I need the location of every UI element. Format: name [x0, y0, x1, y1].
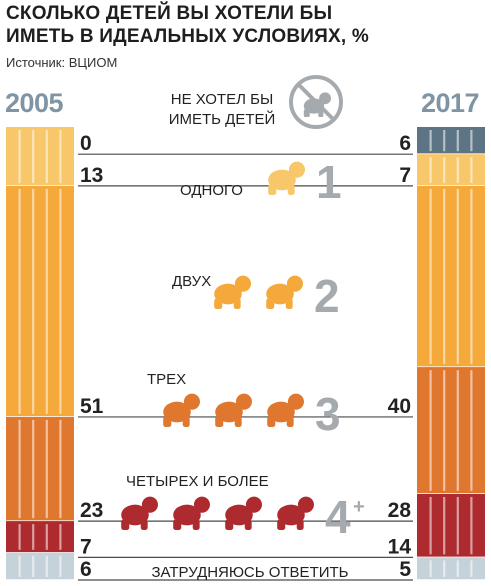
- baby-leg: [225, 519, 234, 530]
- baby-head: [245, 496, 262, 513]
- baby-leg: [266, 298, 275, 309]
- category-figure-suffix: +: [353, 496, 365, 518]
- chart-title: СКОЛЬКО ДЕТЕЙ ВЫ ХОТЕЛИ БЫ ИМЕТЬ В ИДЕАЛ…: [6, 2, 369, 48]
- baby-head: [183, 393, 200, 410]
- value-2017-label: 7: [399, 164, 411, 187]
- year-label-2017: 2017: [421, 88, 480, 118]
- value-2017-label: 5: [399, 558, 411, 581]
- baby-leg: [121, 519, 130, 530]
- baby-arm: [233, 298, 241, 309]
- baby-arm: [182, 416, 190, 427]
- baby-arm: [285, 298, 293, 309]
- crawling-baby-icon: [121, 496, 158, 530]
- bar-2017-segment: [417, 185, 485, 368]
- baby-leg: [214, 298, 223, 309]
- title-line-1: СКОЛЬКО ДЕТЕЙ ВЫ ХОТЕЛИ БЫ: [6, 3, 333, 24]
- crawling-baby-icon: [163, 393, 200, 427]
- bar-2005-segment: [6, 185, 74, 417]
- bar-2017-segment: [417, 127, 485, 155]
- title-line-2: ИМЕТЬ В ИДЕАЛЬНЫХ УСЛОВИЯХ, %: [6, 26, 369, 47]
- bar-2005-segment: [6, 416, 74, 522]
- category-label: ТРЕХ: [147, 371, 186, 388]
- baby-arm: [140, 519, 148, 530]
- baby-head: [141, 496, 158, 513]
- baby-head: [234, 275, 251, 292]
- baby-head: [286, 275, 304, 292]
- value-2005-label: 7: [80, 535, 92, 558]
- bar-2017-segment: [417, 154, 485, 186]
- baby-leg: [277, 519, 286, 530]
- baby-leg: [303, 109, 310, 118]
- bar-2005-segment: [6, 521, 74, 553]
- category-figure: 4: [325, 491, 351, 543]
- baby-leg: [215, 416, 224, 427]
- value-2005-label: 51: [80, 395, 104, 418]
- value-2005-label: 23: [80, 499, 103, 522]
- no-sign-ring: [289, 75, 343, 129]
- baby-arm: [296, 519, 304, 530]
- crawling-baby-icon: [277, 496, 315, 530]
- baby-arm: [234, 416, 242, 427]
- crawling-baby-icon: [214, 275, 251, 309]
- baby-leg: [268, 184, 277, 195]
- bar-2017-segment: [417, 493, 485, 558]
- crawling-baby-icon: [215, 393, 252, 427]
- value-2017-label: 28: [388, 499, 412, 522]
- value-2005-label: 13: [80, 164, 103, 187]
- baby-arm: [287, 184, 295, 195]
- baby-head: [288, 161, 306, 178]
- category-label: ОДНОГО: [180, 182, 243, 199]
- value-2017-label: 14: [388, 535, 412, 558]
- source-note: Источник: ВЦИОМ: [6, 55, 118, 70]
- crawling-baby-icon: [268, 161, 306, 195]
- bar-2017-segment: [417, 557, 485, 580]
- category-label: ЗАТРУДНЯЮСЬ ОТВЕТИТЬ: [151, 564, 348, 581]
- value-2005-label: 0: [80, 132, 92, 155]
- category-label: ДВУХ: [172, 273, 211, 290]
- baby-head: [193, 496, 210, 513]
- baby-head: [287, 393, 305, 410]
- baby-arm: [192, 519, 200, 530]
- value-2017-label: 6: [399, 132, 411, 155]
- category-figure: 3: [315, 388, 341, 440]
- category-label: ЧЕТЫРЕХ И БОЛЕЕ: [126, 473, 269, 490]
- crawling-baby-icon: [267, 393, 305, 427]
- bar-2005-segment: [6, 127, 74, 186]
- category-figure: 1: [316, 156, 342, 208]
- bar-2017-segment: [417, 367, 485, 494]
- baby-head: [319, 92, 331, 105]
- baby-leg: [163, 416, 172, 427]
- category-figure: 2: [314, 270, 340, 322]
- year-label-2005: 2005: [5, 88, 64, 118]
- value-2017-label: 40: [388, 395, 411, 418]
- baby-arm: [318, 109, 324, 118]
- crawling-baby-icon: [225, 496, 262, 530]
- category-label: НЕ ХОТЕЛ БЫ: [171, 91, 273, 108]
- baby-head: [297, 496, 315, 513]
- baby-leg: [267, 416, 276, 427]
- category-label: ИМЕТЬ ДЕТЕЙ: [169, 110, 276, 128]
- baby-leg: [173, 519, 182, 530]
- value-2005-label: 6: [80, 558, 92, 581]
- baby-arm: [286, 416, 294, 427]
- baby-head: [235, 393, 252, 410]
- crawling-baby-icon: [303, 92, 331, 118]
- bar-2005-segment: [6, 552, 74, 580]
- crawling-baby-icon: [266, 275, 304, 309]
- baby-arm: [244, 519, 252, 530]
- crawling-baby-icon: [173, 496, 210, 530]
